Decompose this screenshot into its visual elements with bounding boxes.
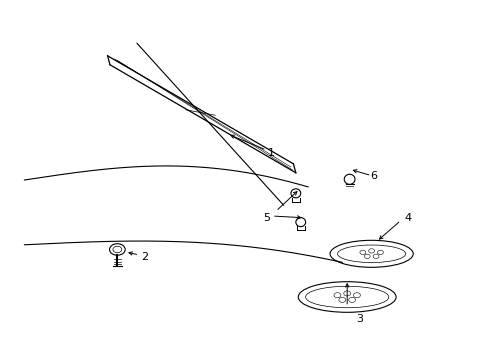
Text: 2: 2 [141, 252, 147, 262]
Text: 1: 1 [267, 148, 274, 158]
Text: 5: 5 [263, 213, 269, 223]
Text: 3: 3 [355, 314, 362, 324]
Text: 4: 4 [404, 213, 411, 223]
Text: 6: 6 [370, 171, 377, 181]
